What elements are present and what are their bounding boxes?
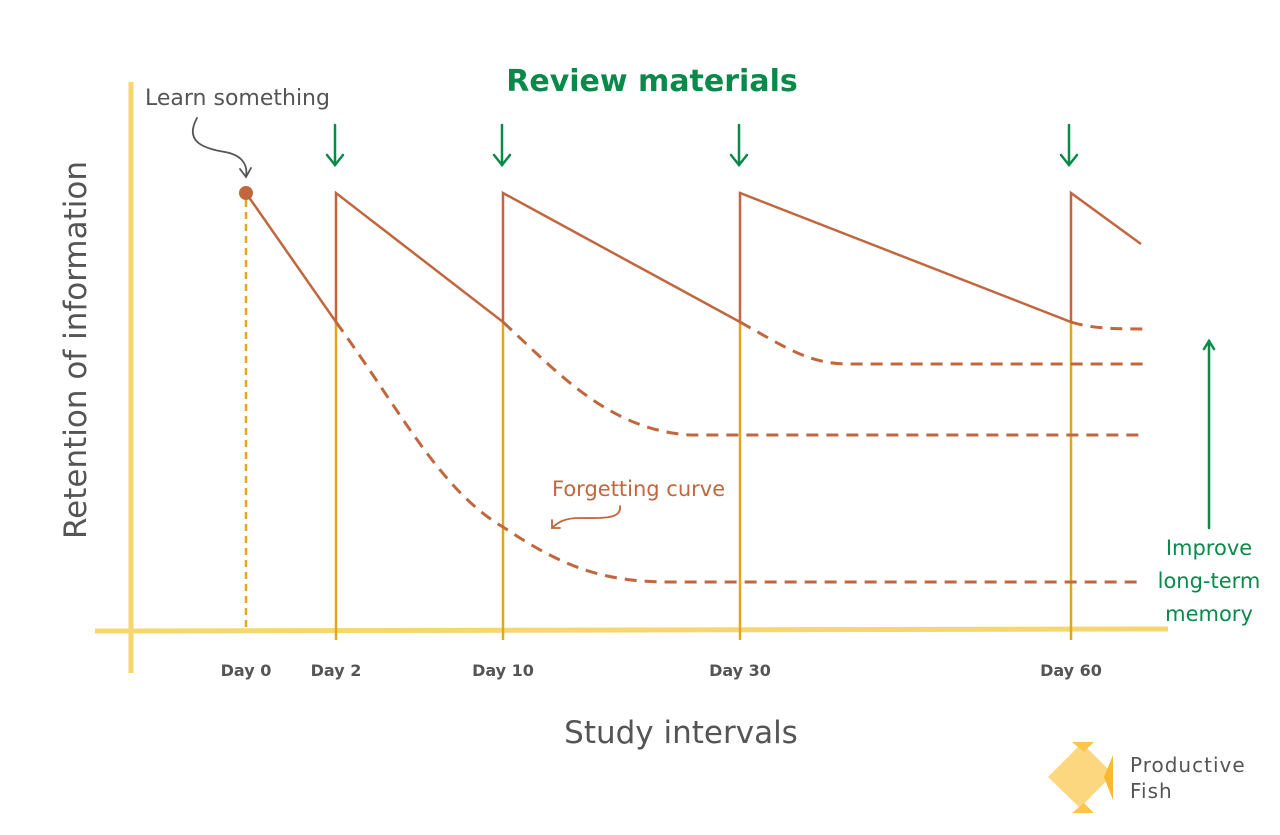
learn-point	[239, 186, 253, 200]
forgetting-curved-arrow-icon	[551, 505, 621, 529]
y-axis-label: Retention of information	[58, 161, 94, 539]
tick-day0: Day 0	[221, 661, 272, 680]
forgetting-curve-2	[501, 320, 1143, 437]
review-arrows	[325, 123, 1216, 530]
diagram-title: Review materials	[506, 64, 797, 99]
retention-curves	[244, 190, 1144, 584]
tick-day60: Day 60	[1040, 661, 1102, 680]
down-arrow-icon	[1059, 123, 1079, 168]
interval-lines	[244, 200, 1073, 640]
fish-logo-icon	[1048, 742, 1113, 813]
down-arrow-icon	[492, 123, 512, 168]
improve-label-line3: memory	[1165, 602, 1253, 626]
down-arrow-icon	[325, 123, 345, 168]
x-axis	[94, 626, 1169, 634]
tick-day2: Day 2	[311, 661, 362, 680]
retention-solid-curve	[244, 190, 1142, 326]
logo-text-line2: Fish	[1130, 779, 1173, 803]
improve-label-line2: long-term	[1158, 569, 1261, 593]
forgetting-curve-4	[1070, 320, 1144, 331]
tick-day10: Day 10	[472, 661, 534, 680]
forgetting-curve-label: Forgetting curve	[552, 477, 725, 501]
down-arrow-icon	[729, 123, 749, 168]
learn-something-label: Learn something	[145, 86, 330, 111]
x-axis-label: Study intervals	[564, 715, 798, 751]
improve-label-line1: Improve	[1166, 536, 1252, 560]
forgetting-curve-1	[334, 321, 1143, 584]
logo-text-line1: Productive	[1130, 753, 1246, 777]
up-arrow-icon	[1202, 338, 1216, 530]
productive-fish-logo: Productive Fish	[1048, 742, 1246, 813]
learn-curved-arrow-icon	[191, 117, 252, 179]
tick-day30: Day 30	[709, 661, 771, 680]
forgetting-curve-3	[739, 320, 1143, 366]
